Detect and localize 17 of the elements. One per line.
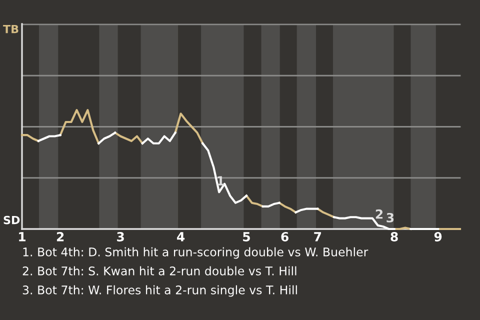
annotation: 2 [376, 209, 383, 219]
text: 1. Bot 4th: D. Smith hit a run-scoring double vs W. Buehler [23, 247, 368, 259]
x-tick-label: 3 [117, 232, 124, 242]
x-tick-label: 8 [390, 232, 398, 242]
annotation: 3 [386, 212, 394, 222]
x-tick-label: 7 [314, 232, 322, 242]
text: 3. Bot 7th: W. Flores hit a 2-run single vs T. Hill [22, 285, 297, 297]
x-tick-label: 2 [56, 232, 64, 242]
text: TB [3, 24, 18, 34]
annotation: 1 [218, 176, 224, 186]
x-tick-label: 9 [434, 232, 442, 242]
text: SD [4, 216, 20, 224]
x-tick-label: 4 [176, 232, 185, 242]
x-tick-label: 6 [281, 232, 288, 242]
x-tick-label: 1 [19, 232, 26, 242]
text: 2. Bot 7th: S. Kwan hit a 2-run double vs T. Hill [22, 266, 296, 276]
x-tick-label: 5 [243, 232, 250, 242]
